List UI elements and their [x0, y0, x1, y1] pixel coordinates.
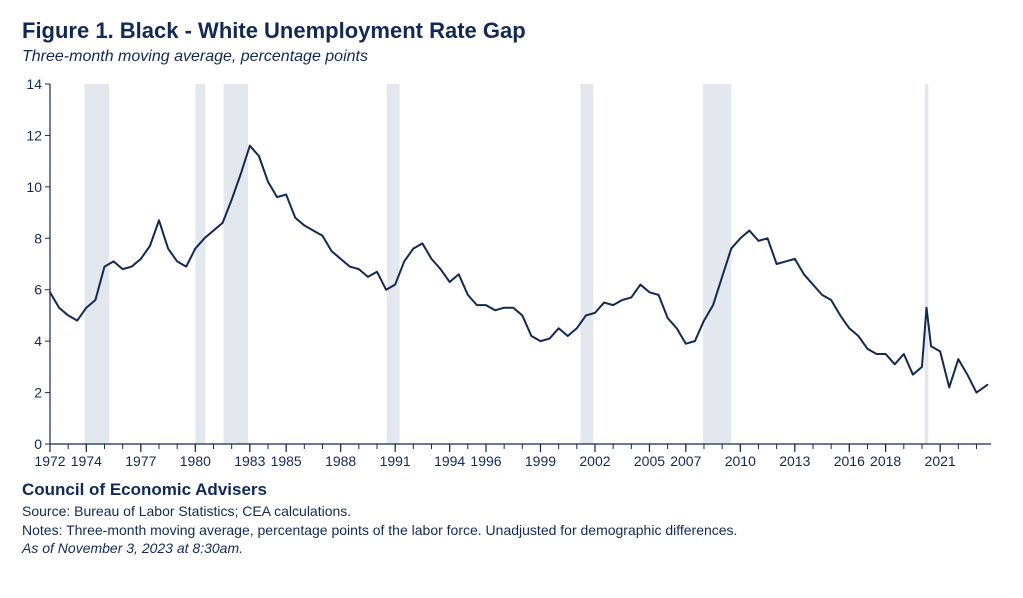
svg-text:1980: 1980 — [180, 453, 211, 469]
svg-text:1972: 1972 — [34, 453, 65, 469]
svg-text:2: 2 — [34, 385, 42, 401]
svg-text:2002: 2002 — [579, 453, 610, 469]
footer-org: Council of Economic Advisers — [22, 480, 1001, 500]
svg-text:1977: 1977 — [125, 453, 156, 469]
svg-text:10: 10 — [26, 179, 42, 195]
chart-area: 0 2 4 6 8 10 12 14 1972 1974 1977 1980 1983 1985 1988 1… — [22, 74, 1001, 474]
svg-text:1983: 1983 — [234, 453, 265, 469]
svg-text:1994: 1994 — [434, 453, 465, 469]
svg-text:2010: 2010 — [725, 453, 756, 469]
svg-text:0: 0 — [34, 436, 42, 452]
svg-text:2016: 2016 — [834, 453, 865, 469]
figure-title: Figure 1. Black - White Unemployment Rat… — [22, 18, 1001, 44]
svg-text:1988: 1988 — [325, 453, 356, 469]
svg-text:4: 4 — [34, 333, 42, 349]
svg-text:1991: 1991 — [380, 453, 411, 469]
figure-container: Figure 1. Black - White Unemployment Rat… — [0, 0, 1023, 598]
svg-text:2021: 2021 — [925, 453, 956, 469]
svg-text:2005: 2005 — [634, 453, 665, 469]
svg-text:14: 14 — [26, 76, 42, 92]
figure-footer: Council of Economic Advisers Source: Bur… — [22, 480, 1001, 556]
svg-text:6: 6 — [34, 282, 42, 298]
svg-text:2013: 2013 — [779, 453, 810, 469]
figure-subtitle: Three-month moving average, percentage p… — [22, 48, 1001, 66]
svg-text:8: 8 — [34, 230, 42, 246]
svg-text:1974: 1974 — [71, 453, 102, 469]
svg-text:1999: 1999 — [525, 453, 556, 469]
svg-text:12: 12 — [26, 127, 42, 143]
svg-text:1996: 1996 — [470, 453, 501, 469]
line-chart: 0 2 4 6 8 10 12 14 1972 1974 1977 1980 1983 1985 1988 1… — [22, 74, 1001, 474]
svg-text:1985: 1985 — [271, 453, 302, 469]
svg-text:2018: 2018 — [870, 453, 901, 469]
footer-source: Source: Bureau of Labor Statistics; CEA … — [22, 502, 1001, 521]
svg-text:2007: 2007 — [670, 453, 701, 469]
footer-asof: As of November 3, 2023 at 8:30am. — [22, 540, 1001, 556]
footer-notes: Notes: Three-month moving average, perce… — [22, 521, 1001, 540]
